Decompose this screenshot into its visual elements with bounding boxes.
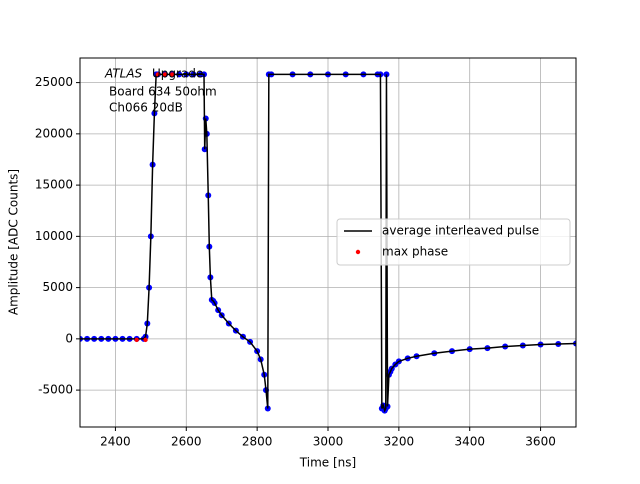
annotation-line: Upgrade — [152, 67, 203, 81]
x-tick-label: 2800 — [242, 435, 273, 449]
x-tick-label: 2400 — [100, 435, 131, 449]
y-tick-label: 10000 — [35, 229, 73, 243]
y-tick-label: 0 — [65, 331, 73, 345]
y-tick-label: -5000 — [38, 383, 73, 397]
point — [155, 72, 161, 77]
legend-label: max phase — [382, 245, 448, 259]
line-series — [80, 71, 576, 414]
annotation-italic: ATLAS — [104, 67, 143, 81]
x-tick-label: 2600 — [171, 435, 202, 449]
x-tick-label: 3200 — [384, 435, 415, 449]
x-tick-label: 3000 — [313, 435, 344, 449]
y-axis-label: Amplitude [ADC Counts] — [7, 169, 21, 315]
plot — [80, 71, 576, 414]
legend-label: average interleaved pulse — [382, 224, 539, 238]
legend-box — [336, 218, 571, 266]
point — [162, 72, 168, 77]
point — [134, 337, 139, 343]
x-tick-label: 3400 — [454, 435, 485, 449]
y-tick-label: 15000 — [35, 178, 73, 192]
line — [80, 73, 576, 413]
point — [143, 337, 148, 343]
ticks: 2400 2600 2800 3000 3200 3400 3600 -5000 0 5000 10… — [35, 75, 556, 448]
y-tick-label: 20000 — [35, 126, 73, 140]
legend-swatch — [355, 249, 361, 255]
y-tick-label: 25000 — [35, 75, 73, 89]
point — [169, 72, 175, 77]
annotation-line: Ch066 20dB — [109, 101, 183, 115]
x-axis-label: Time [ns] — [299, 456, 356, 470]
annotation-line: Board 634 50ohm — [109, 85, 217, 99]
x-tick-label: 3600 — [525, 435, 556, 449]
y-tick-label: 5000 — [42, 280, 73, 294]
legend: average interleaved pulse max phase — [336, 218, 571, 266]
